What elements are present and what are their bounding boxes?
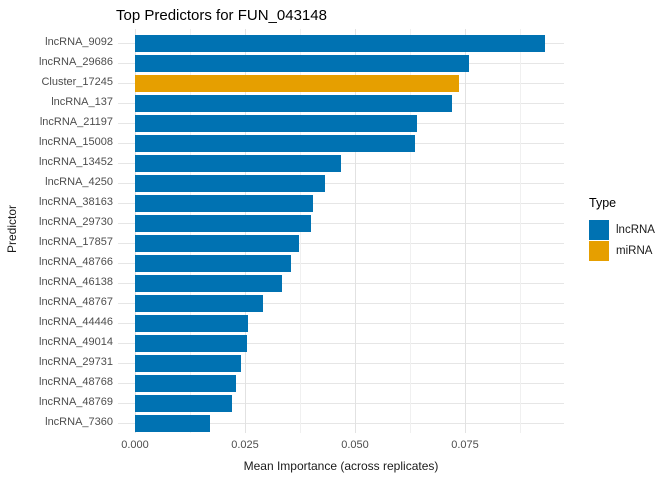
bar-lncRNA_15008 [135,134,415,152]
bar-lncRNA_44446 [135,314,248,332]
y-axis-tick-label: Cluster_17245 [41,76,113,88]
x-axis-tick-label: 0.025 [231,439,259,451]
y-axis-tick-label: lncRNA_29731 [39,356,113,368]
y-axis-tick-label: lncRNA_21197 [39,116,113,128]
y-gridline [118,202,564,204]
chart-title: Top Predictors for FUN_043148 [116,7,327,24]
x-axis-tick-label: 0.000 [121,439,149,451]
legend-items: lncRNA miRNA [589,220,655,261]
y-axis-tick-label: lncRNA_49014 [39,336,113,348]
bar-lncRNA_7360 [135,414,210,432]
bar-lncRNA_38163 [135,194,313,212]
bar-lncRNA_29686 [135,54,469,72]
y-axis-tick-label: lncRNA_29730 [39,216,113,228]
y-gridline [118,262,564,264]
y-axis-tick-label: lncRNA_7360 [45,416,113,428]
y-axis-tick-label: lncRNA_13452 [39,156,113,168]
legend-title: Type [589,196,617,210]
y-axis-tick-label: lncRNA_137 [51,96,113,108]
bar-lncRNA_48768 [135,374,236,392]
y-axis-tick-label: lncRNA_9092 [45,36,113,48]
bar-lncRNA_46138 [135,274,282,292]
x-axis-tick-label: 0.050 [341,439,369,451]
bar-lncRNA_29731 [135,354,241,372]
bar-lncRNA_137 [135,94,452,112]
y-axis-tick-label: lncRNA_4250 [45,176,113,188]
y-gridline [118,342,564,344]
y-gridline [118,382,564,384]
y-axis-tick-label: lncRNA_38163 [39,196,113,208]
bar-Cluster_17245 [135,74,459,92]
y-axis-tick-label: lncRNA_29686 [39,56,113,68]
y-axis-tick-label: lncRNA_44446 [39,316,113,328]
y-gridline [118,222,564,224]
y-axis-tick-label: lncRNA_46138 [39,276,113,288]
bar-lncRNA_29730 [135,214,311,232]
y-axis-tick-label: lncRNA_15008 [39,136,113,148]
y-axis-tick-label: lncRNA_48768 [39,376,113,388]
y-gridline [118,162,564,164]
legend-item-lncRNA: lncRNA [589,220,655,240]
bar-lncRNA_48769 [135,394,232,412]
y-axis-tick-label: lncRNA_17857 [39,236,113,248]
bar-lncRNA_21197 [135,114,417,132]
y-gridline [118,182,564,184]
bar-lncRNA_49014 [135,334,247,352]
x-gridline [465,29,466,433]
bar-lncRNA_9092 [135,34,545,52]
bar-lncRNA_48767 [135,294,263,312]
bar-lncRNA_48766 [135,254,291,272]
bar-lncRNA_17857 [135,234,299,252]
y-gridline [118,322,564,324]
y-gridline [118,302,564,304]
legend-item-label: lncRNA [616,224,655,236]
y-gridline [118,362,564,364]
legend-item-miRNA: miRNA [589,241,655,261]
y-axis-tick-label: lncRNA_48769 [39,396,113,408]
x-axis-title: Mean Importance (across replicates) [243,459,439,473]
legend: Type lncRNA miRNA [589,196,655,262]
legend-swatch-miRNA [589,241,609,261]
y-gridline [118,282,564,284]
y-axis-tick-label: lncRNA_48767 [39,296,113,308]
bar-lncRNA_13452 [135,154,341,172]
x-minor-gridline [410,29,411,433]
x-axis-tick-label: 0.075 [451,439,479,451]
y-axis-tick-label: lncRNA_48766 [39,256,113,268]
y-gridline [118,242,564,244]
legend-swatch-lncRNA [589,220,609,240]
legend-item-label: miRNA [616,245,653,257]
y-gridline [118,402,564,404]
x-gridline [355,29,356,433]
y-gridline [118,422,564,424]
x-minor-gridline [520,29,521,433]
bar-lncRNA_4250 [135,174,325,192]
